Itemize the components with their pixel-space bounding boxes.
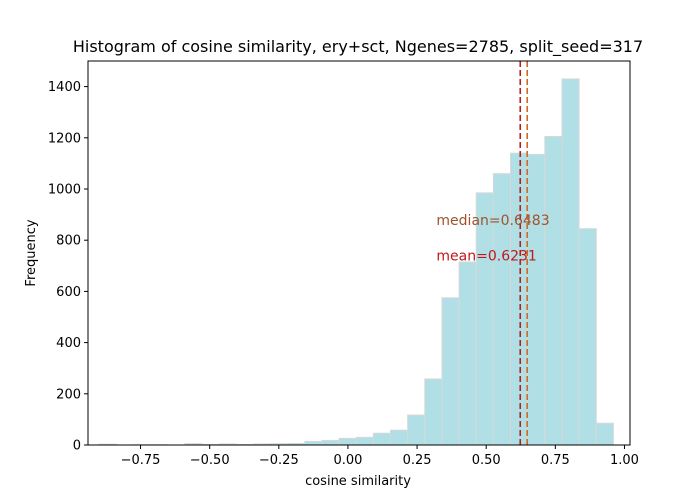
y-tick-label: 1400 <box>48 80 81 95</box>
histogram-bar <box>390 429 409 446</box>
y-tick-label: 0 <box>73 439 81 454</box>
annotation-label: mean=0.6231 <box>436 249 536 265</box>
annotation-label: median=0.6483 <box>436 213 549 229</box>
y-tick-label: 600 <box>56 285 81 300</box>
histogram-bar <box>424 378 443 446</box>
histogram-bar <box>510 152 529 446</box>
y-tick-label: 200 <box>56 387 81 402</box>
y-tick-label: 1200 <box>48 131 81 146</box>
chart-title: Histogram of cosine similarity, ery+sct,… <box>73 37 643 57</box>
histogram-bar <box>321 439 340 446</box>
plot-frame <box>87 60 631 446</box>
histogram-bar <box>372 432 392 446</box>
histogram-bar <box>458 261 477 446</box>
x-tick-label: −0.75 <box>121 453 161 468</box>
histogram-bar <box>338 437 357 446</box>
histogram-bar <box>475 192 494 446</box>
y-tick-label: 800 <box>56 234 81 249</box>
x-tick-label: 0.75 <box>541 453 570 468</box>
y-axis-ticks: 0 200 400 600 800 1000 1200 1400 <box>48 80 88 454</box>
x-tick-label: 0.50 <box>472 453 501 468</box>
annotations: median=0.6483 mean=0.6231 <box>436 213 549 265</box>
histogram-bar <box>544 136 563 446</box>
histogram-bars <box>98 78 614 446</box>
x-tick-label: 0.25 <box>403 453 432 468</box>
histogram-bar <box>595 422 614 446</box>
x-axis-ticks: −0.75 −0.50 −0.25 0.00 0.25 0.50 0.75 1.00 <box>121 445 639 468</box>
histogram-bar <box>441 297 460 446</box>
histogram-bar <box>304 440 323 446</box>
x-tick-label: 0.00 <box>333 453 362 468</box>
y-axis-title: Frequency <box>24 219 39 286</box>
histogram-bar <box>355 436 374 446</box>
histogram-bar <box>561 78 580 446</box>
histogram-bar <box>527 153 546 446</box>
y-tick-label: 400 <box>56 336 81 351</box>
histogram-bar <box>407 414 426 446</box>
x-axis-title: cosine similarity <box>305 474 411 489</box>
x-tick-label: 1.00 <box>610 453 639 468</box>
x-tick-label: −0.25 <box>259 453 299 468</box>
y-tick-label: 1000 <box>48 183 81 198</box>
histogram-bar <box>578 228 597 446</box>
x-tick-label: −0.50 <box>190 453 230 468</box>
reference-lines <box>519 61 529 445</box>
